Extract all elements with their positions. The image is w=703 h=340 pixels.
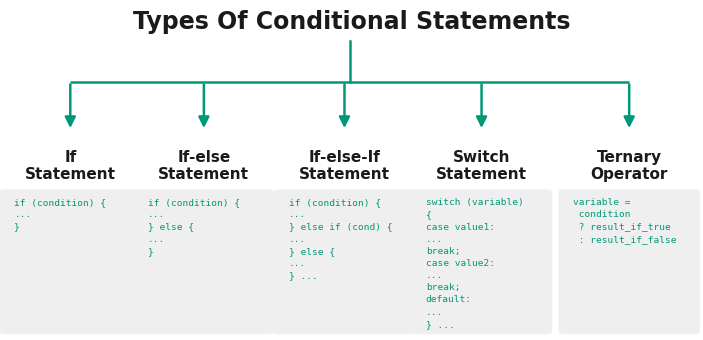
Text: variable =
 condition
 ? result_if_true
 : result_if_false: variable = condition ? result_if_true : …	[574, 198, 677, 244]
Text: Switch
Statement: Switch Statement	[436, 150, 527, 182]
Text: Types Of Conditional Statements: Types Of Conditional Statements	[133, 10, 570, 34]
FancyBboxPatch shape	[559, 189, 700, 334]
Text: Ternary
Operator: Ternary Operator	[591, 150, 668, 182]
Text: If
Statement: If Statement	[25, 150, 116, 182]
Text: If-else-If
Statement: If-else-If Statement	[299, 150, 390, 182]
Text: switch (variable)
{
case value1:
...
break;
case value2:
...
break;
default:
...: switch (variable) { case value1: ... bre…	[426, 198, 524, 329]
FancyBboxPatch shape	[273, 189, 415, 334]
Text: if (condition) {
...
} else {
...
}: if (condition) { ... } else { ... }	[148, 198, 240, 256]
FancyBboxPatch shape	[133, 189, 274, 334]
FancyBboxPatch shape	[0, 189, 141, 334]
Text: if (condition) {
...
} else if (cond) {
...
} else {
...
} ...: if (condition) { ... } else if (cond) { …	[289, 198, 392, 280]
FancyBboxPatch shape	[411, 189, 553, 334]
Text: If-else
Statement: If-else Statement	[158, 150, 250, 182]
Text: if (condition) {
...
}: if (condition) { ... }	[15, 198, 106, 232]
